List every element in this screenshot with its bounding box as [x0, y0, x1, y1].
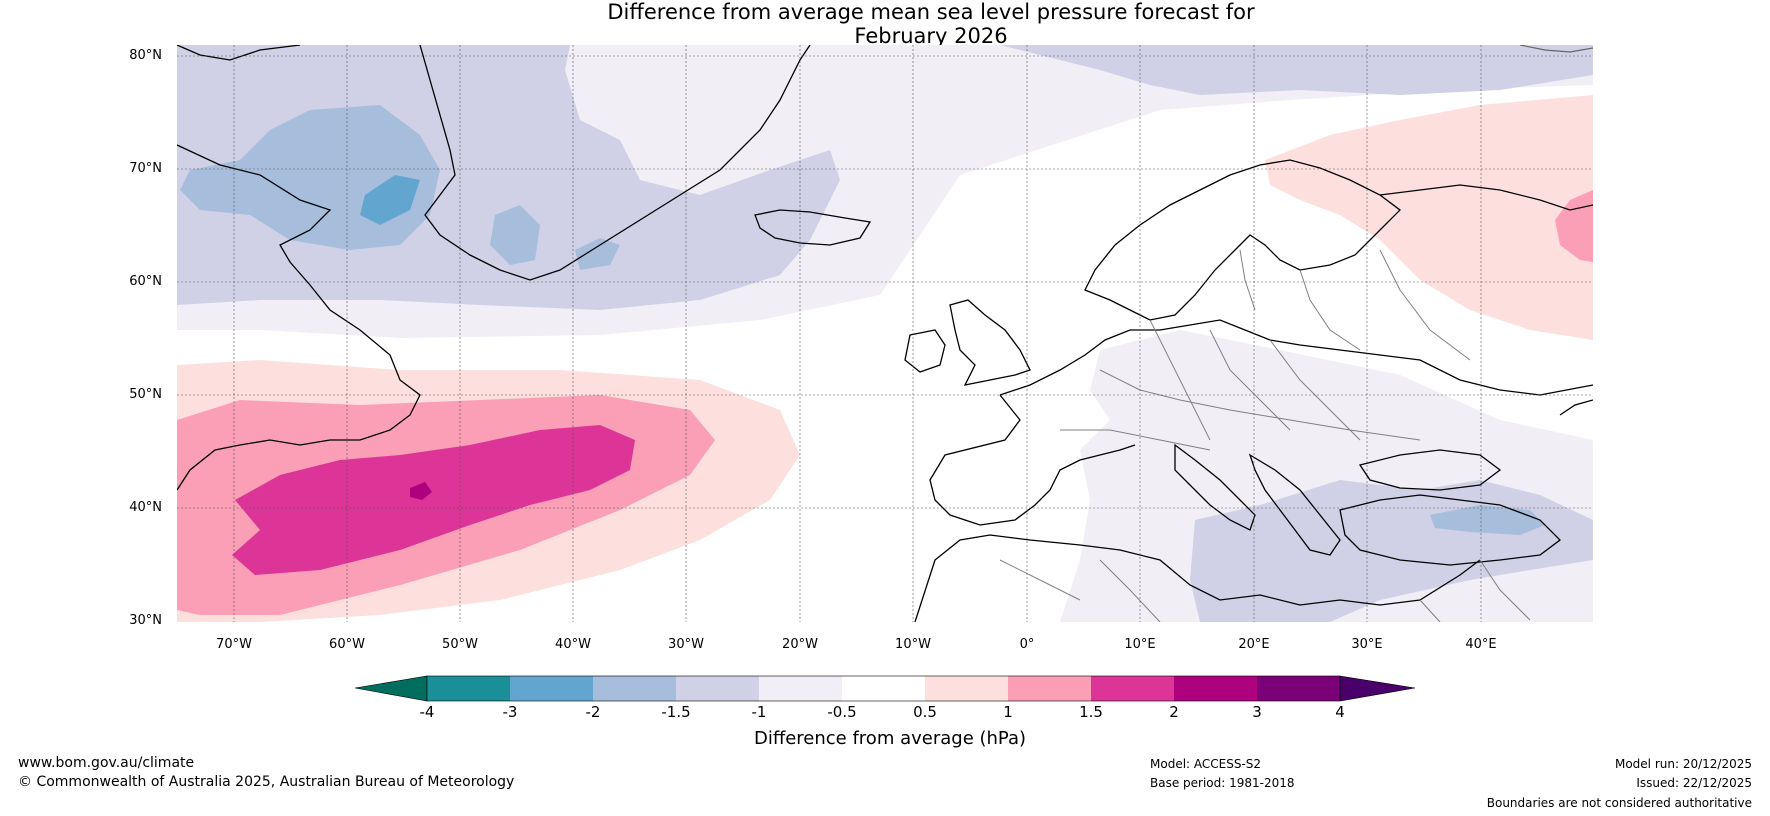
lon-label-20e: 20°E [1238, 637, 1270, 652]
lat-label-30n: 30°N [129, 613, 162, 628]
coastline-italy [1174, 443, 1256, 531]
colorbar-label: -4 [419, 703, 435, 721]
lon-label-60w: 60°W [329, 637, 365, 652]
colorbar [354, 675, 1416, 702]
lat-label-60n: 60°N [129, 274, 162, 289]
coastline-baffin [177, 45, 301, 61]
disclaimer-text: Boundaries are not considered authoritat… [1486, 796, 1752, 810]
colorbar-segment-neutral [842, 676, 925, 701]
lat-label-70n: 70°N [129, 161, 162, 176]
model-name: Model: ACCESS-S2 [1150, 757, 1262, 771]
colorbar-label: -3 [502, 703, 518, 721]
coastline-caspian [1559, 399, 1593, 416]
colorbar-segment-neg3-neg2 [510, 676, 593, 701]
coastline-greenland [419, 45, 811, 281]
colorbar-label: 2 [1169, 703, 1179, 721]
coastline-novaya [1519, 45, 1593, 53]
colorbar-segment-neg2-neg15 [593, 676, 676, 701]
colorbar-label: -2 [585, 703, 601, 721]
lon-label-0: 0° [1019, 637, 1035, 652]
coastline-russia-arctic [1379, 184, 1593, 211]
anomaly-region-neg-3-2 [360, 175, 420, 225]
anomaly-region-neg-2-15-b [490, 205, 540, 265]
colorbar-label: -1.5 [661, 703, 691, 721]
colorbar-segment-neg15-neg1 [676, 676, 759, 701]
coastline-balkans [1248, 453, 1341, 556]
lon-label-70w: 70°W [216, 637, 252, 652]
anomaly-region-pos-05-1-russia [1265, 95, 1593, 340]
anomaly-region-pos-15-2-b [265, 485, 280, 498]
title-line-1: Difference from average mean sea level p… [607, 0, 1255, 24]
colorbar-segment-pos05-pos1 [925, 676, 1008, 701]
colorbar-segment-pos1-pos15 [1008, 676, 1091, 701]
colorbar-label: -0.5 [827, 703, 857, 721]
lat-label-80n: 80°N [129, 48, 162, 63]
chart-title: Difference from average mean sea level p… [0, 0, 1770, 48]
anomaly-region-pos-15-2 [232, 425, 635, 575]
lon-label-40e: 40°E [1465, 637, 1497, 652]
colorbar-title: Difference from average (hPa) [753, 728, 1027, 749]
coastline-turkey [1339, 494, 1561, 566]
coastline-iberia [929, 394, 1136, 526]
lon-label-50w: 50°W [442, 637, 478, 652]
colorbar-label: 1 [1003, 703, 1013, 721]
colorbar-extend-high [1339, 675, 1416, 702]
colorbar-segment-neg4-neg3 [427, 676, 510, 701]
coastline-black-sea [1358, 449, 1502, 491]
colorbar-extend-low [354, 675, 428, 702]
colorbar-label: 0.5 [913, 703, 937, 721]
colorbar-label: 1.5 [1079, 703, 1103, 721]
lon-label-30w: 30°W [668, 637, 704, 652]
copyright-text: © Commonwealth of Australia 2025, Austra… [18, 774, 515, 790]
coastline-scandinavia [1084, 159, 1401, 321]
colorbar-label: 4 [1335, 703, 1345, 721]
anomaly-region-neg-2-15-turkey [1430, 505, 1545, 535]
colorbar-segment-pos15-pos2 [1091, 676, 1174, 701]
colorbar-label: 3 [1252, 703, 1262, 721]
coastline-africa [914, 534, 1481, 622]
anomaly-region-pos-2-3 [410, 482, 432, 500]
model-run-date: Model run: 20/12/2025 [1614, 757, 1752, 771]
base-period: Base period: 1981-2018 [1150, 776, 1295, 790]
issued-date: Issued: 22/12/2025 [1636, 776, 1752, 790]
lon-label-10w: 10°W [895, 637, 931, 652]
lon-label-10e: 10°E [1124, 637, 1156, 652]
anomaly-region-neg-2-15-c [575, 238, 620, 270]
lat-label-40n: 40°N [129, 500, 162, 515]
website-link[interactable]: www.bom.gov.au/climate [18, 755, 195, 771]
lat-label-50n: 50°N [129, 387, 162, 402]
lon-label-20w: 20°W [782, 637, 818, 652]
lon-label-30e: 30°E [1351, 637, 1383, 652]
colorbar-segment-pos2-pos3 [1174, 676, 1257, 701]
lon-label-40w: 40°W [555, 637, 591, 652]
coastline-ireland [904, 329, 946, 373]
graticule [177, 45, 1593, 622]
title-line-2: February 2026 [854, 24, 1008, 48]
colorbar-segment-neg1-neg05 [759, 676, 842, 701]
coastline-europe [999, 319, 1593, 396]
coastline-britain [949, 299, 1031, 386]
colorbar-segment-pos3-pos4 [1257, 676, 1340, 701]
anomaly-region-neg-15-1-arctic [1000, 45, 1593, 95]
coastline-iceland [754, 209, 872, 246]
colorbar-label: -1 [751, 703, 767, 721]
coastline-canada [177, 144, 421, 491]
